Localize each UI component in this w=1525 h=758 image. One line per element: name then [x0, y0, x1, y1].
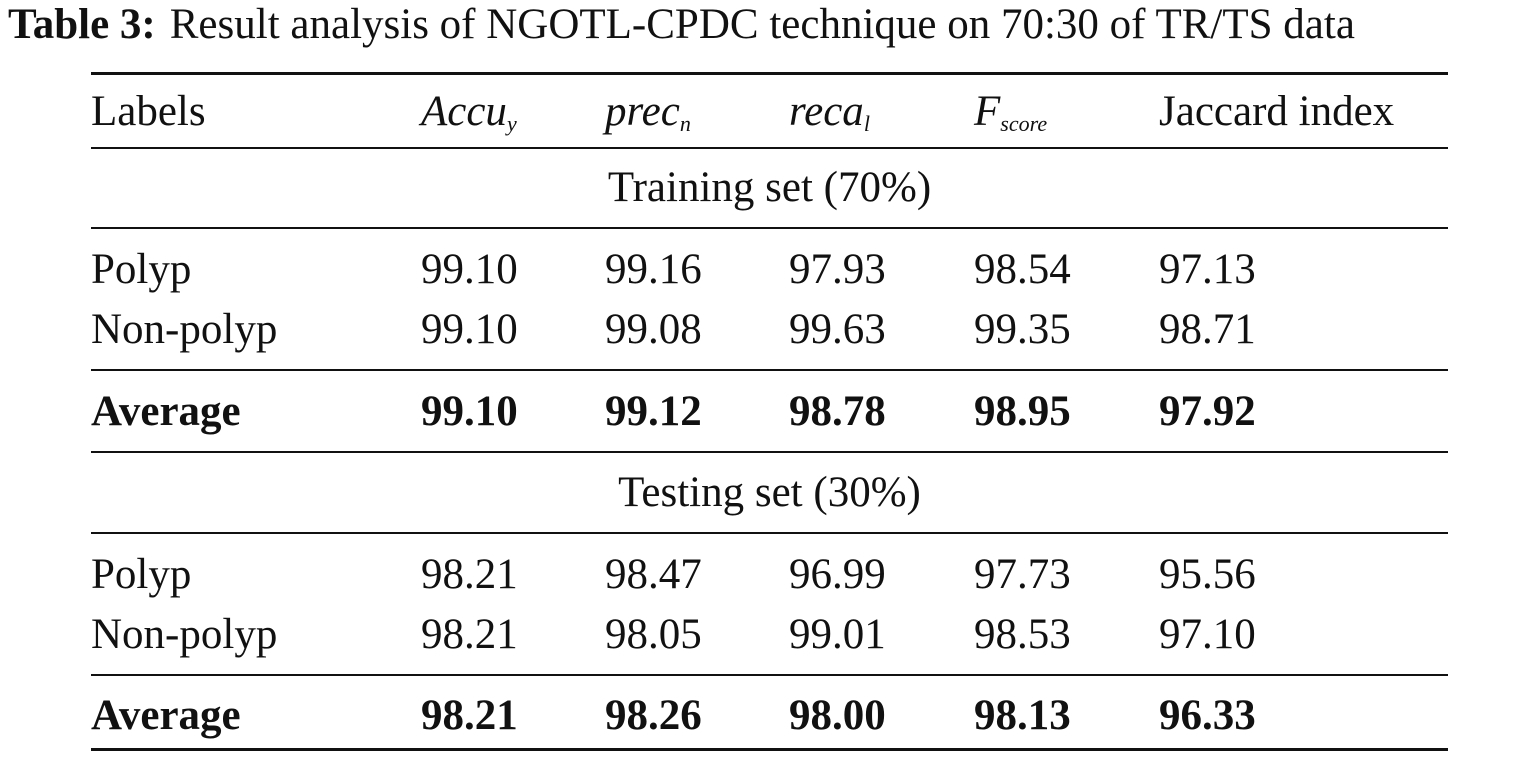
cell-precision: 98.05 — [605, 611, 702, 658]
row-label: Polyp — [91, 551, 192, 598]
cell-recall: 99.01 — [789, 611, 886, 658]
cell-accuracy: 99.10 — [421, 388, 518, 435]
cell-precision: 99.16 — [605, 246, 702, 293]
cell-recall: 96.99 — [789, 551, 886, 598]
header-recall: recal — [789, 88, 870, 136]
cell-precision: 99.12 — [605, 388, 702, 435]
average-row: Average 98.21 98.26 98.00 98.13 96.33 — [0, 686, 1525, 746]
cell-accuracy: 98.21 — [421, 551, 518, 598]
cell-precision: 98.47 — [605, 551, 702, 598]
testing-top-rule — [91, 451, 1448, 453]
header-fscore: Fscore — [974, 88, 1048, 136]
cell-jaccard: 96.33 — [1159, 692, 1256, 739]
testing-average-rule — [91, 674, 1448, 676]
caption-text: Result analysis of NGOTL-CPDC technique … — [169, 1, 1355, 48]
table-row: Non-polyp 99.10 99.08 99.63 99.35 98.71 — [0, 300, 1525, 360]
row-label: Average — [91, 388, 241, 435]
table-caption: Table 3: Result analysis of NGOTL-CPDC te… — [8, 0, 1523, 50]
training-rule — [91, 227, 1448, 229]
testing-section-title: Testing set (30%) — [618, 469, 921, 516]
cell-accuracy: 99.10 — [421, 306, 518, 353]
testing-rule — [91, 532, 1448, 534]
training-section-title: Training set (70%) — [607, 164, 932, 211]
cell-jaccard: 95.56 — [1159, 551, 1256, 598]
cell-recall: 97.93 — [789, 246, 886, 293]
cell-accuracy: 99.10 — [421, 246, 518, 293]
row-label: Non-polyp — [91, 611, 278, 658]
caption-label: Table 3: — [8, 1, 156, 48]
table-row: Polyp 98.21 98.47 96.99 97.73 95.56 — [0, 545, 1525, 605]
cell-fscore: 98.95 — [974, 388, 1071, 435]
top-rule — [91, 72, 1448, 75]
cell-fscore: 98.53 — [974, 611, 1071, 658]
header-jaccard: Jaccard index — [1159, 88, 1395, 135]
header-precision: precn — [605, 88, 691, 136]
cell-accuracy: 98.21 — [421, 611, 518, 658]
cell-fscore: 97.73 — [974, 551, 1071, 598]
average-row: Average 99.10 99.12 98.78 98.95 97.92 — [0, 382, 1525, 442]
cell-fscore: 98.13 — [974, 692, 1071, 739]
cell-recall: 99.63 — [789, 306, 886, 353]
cell-fscore: 99.35 — [974, 306, 1071, 353]
training-average-rule — [91, 369, 1448, 371]
header-rule — [91, 147, 1448, 149]
cell-recall: 98.78 — [789, 388, 886, 435]
table-row: Polyp 99.10 99.16 97.93 98.54 97.13 — [0, 240, 1525, 300]
table-row: Non-polyp 98.21 98.05 99.01 98.53 97.10 — [0, 605, 1525, 665]
cell-jaccard: 98.71 — [1159, 306, 1256, 353]
bottom-rule — [91, 748, 1448, 751]
row-label: Non-polyp — [91, 306, 278, 353]
cell-jaccard: 97.92 — [1159, 388, 1256, 435]
cell-jaccard: 97.10 — [1159, 611, 1256, 658]
cell-precision: 99.08 — [605, 306, 702, 353]
header-accuracy: Accuy — [421, 88, 517, 136]
cell-jaccard: 97.13 — [1159, 246, 1256, 293]
row-label: Average — [91, 692, 241, 739]
cell-precision: 98.26 — [605, 692, 702, 739]
header-row: Labels Accuy precn recal Fscore Jaccard … — [0, 82, 1525, 142]
cell-accuracy: 98.21 — [421, 692, 518, 739]
header-labels: Labels — [91, 88, 206, 135]
row-label: Polyp — [91, 246, 192, 293]
cell-recall: 98.00 — [789, 692, 886, 739]
cell-fscore: 98.54 — [974, 246, 1071, 293]
